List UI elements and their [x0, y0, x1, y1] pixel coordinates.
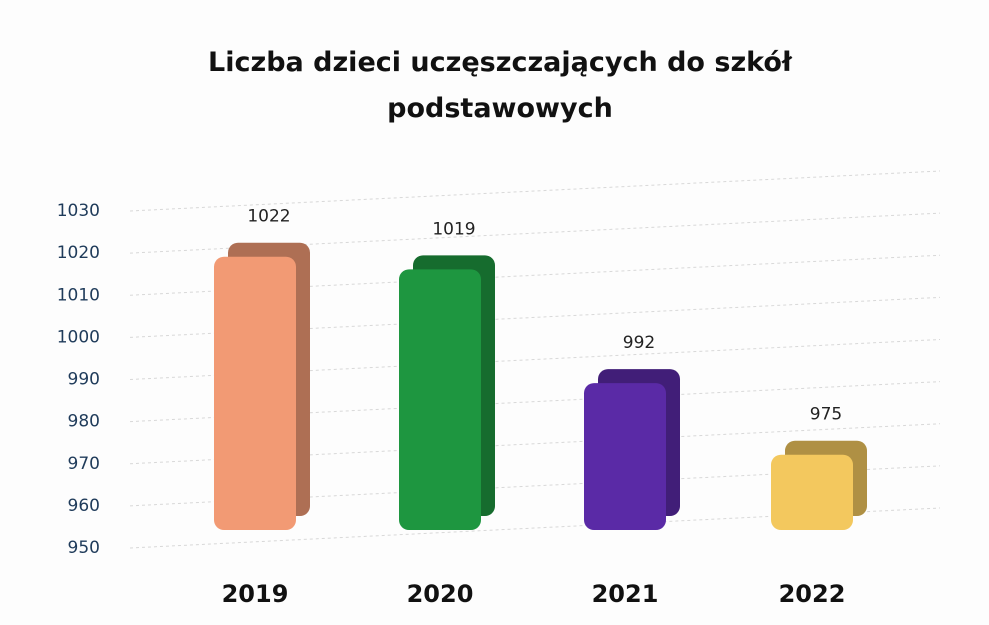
data-label: 975 [810, 405, 842, 425]
y-tick-label: 970 [68, 454, 100, 474]
y-tick-label: 1000 [57, 327, 100, 347]
chart-title: Liczba dzieci uczęszczających do szkół p… [208, 47, 792, 124]
data-label: 992 [623, 333, 655, 353]
bar [771, 454, 853, 530]
data-label: 1022 [247, 207, 290, 227]
x-tick-label: 2020 [407, 580, 474, 608]
y-tick-label: 980 [68, 412, 100, 432]
x-tick-label: 2019 [222, 580, 289, 608]
y-tick-label: 1030 [57, 201, 100, 221]
y-tick-label: 1020 [57, 243, 100, 263]
data-label: 1019 [432, 219, 475, 239]
grid-line [129, 170, 941, 212]
y-tick-label: 950 [68, 538, 100, 558]
y-tick-label: 1010 [57, 285, 100, 305]
y-tick-label: 990 [68, 370, 100, 390]
bar [399, 269, 481, 530]
x-tick-label: 2022 [779, 580, 846, 608]
bar [584, 383, 666, 530]
x-tick-label: 2021 [592, 580, 659, 608]
y-tick-label: 960 [68, 496, 100, 516]
bar [214, 256, 296, 530]
